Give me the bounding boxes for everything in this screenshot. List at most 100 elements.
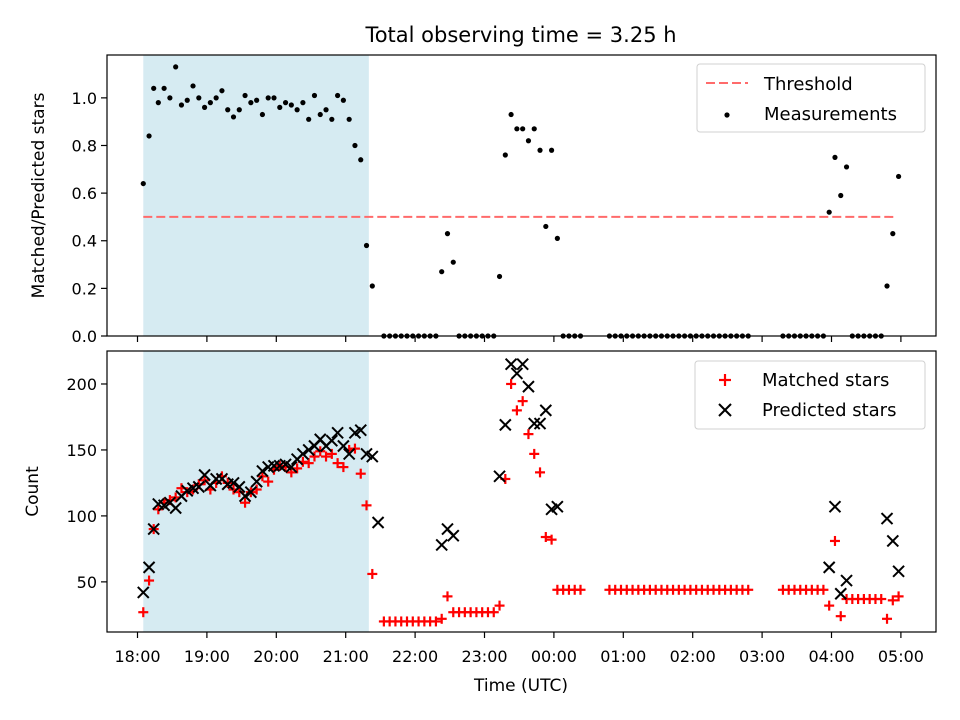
x-tick-label: 20:00 [253, 647, 299, 666]
x-axis-label: Time (UTC) [473, 676, 568, 696]
predicted-star-point [516, 357, 529, 371]
bottom-legend: Matched stars Predicted stars [694, 360, 926, 430]
predicted-star-point [510, 367, 524, 380]
measurement-point [317, 111, 323, 118]
predicted-star-point [244, 485, 258, 499]
measurement-point [173, 64, 179, 70]
predicted-star-point [892, 565, 905, 578]
bottom-axes-frame [106, 350, 937, 633]
matched-star-point [338, 462, 349, 473]
predicted-stars-points [137, 357, 905, 600]
bottom-y-axis: 50 100 150 200 [66, 375, 107, 592]
top-y-axis-label: Matched/Predicted stars [29, 92, 49, 298]
measurement-point [306, 116, 312, 122]
predicted-star-point [267, 459, 281, 472]
measurement-point [502, 152, 508, 158]
predicted-star-point [533, 417, 547, 430]
bottom-y-tick-label: 150 [66, 441, 97, 460]
measurement-point [554, 235, 560, 241]
measurement-point [895, 173, 902, 180]
predicted-star-point [539, 404, 553, 417]
legend-matched-label: Matched stars [762, 370, 889, 391]
measurement-point [531, 126, 537, 132]
x-tick-label: 19:00 [184, 647, 230, 666]
legend-measurements-swatch [724, 112, 730, 118]
legend-matched-swatch [719, 374, 731, 386]
matched-star-point [303, 458, 314, 469]
measurement-point [207, 100, 213, 106]
measurement-point [288, 102, 294, 108]
measurement-point [236, 107, 242, 113]
measurement-point [543, 223, 549, 230]
top-y-tick-label: 0.2 [72, 279, 97, 298]
measurement-point [323, 107, 329, 113]
predicted-star-point [331, 426, 344, 440]
bottom-panel: 50 100 150 200 18:00 19:00 20:00 21:00 22:00 23:… [23, 350, 937, 696]
measurement-point [265, 95, 271, 101]
predicted-star-point [886, 534, 900, 548]
predicted-star-point [366, 450, 379, 463]
matched-star-point [355, 468, 366, 479]
matched-star-point [240, 497, 251, 508]
x-tick-label: 01:00 [600, 647, 646, 666]
matched-star-point [575, 584, 586, 595]
matched-star-point [494, 600, 505, 611]
predicted-star-point [435, 538, 448, 552]
predicted-star-point [371, 516, 385, 529]
matched-star-point [893, 591, 904, 602]
legend-threshold-label: Threshold [763, 74, 853, 95]
measurement-point [190, 83, 196, 89]
matched-star-point [523, 429, 534, 440]
matched-star-point [144, 575, 155, 586]
matched-star-point [535, 467, 546, 478]
measurement-point [826, 209, 832, 215]
measurement-point [329, 116, 335, 122]
matched-star-point [546, 534, 557, 545]
matched-star-point [315, 446, 326, 457]
measurement-point [369, 283, 375, 289]
predicted-star-point [342, 447, 356, 461]
measurement-point [167, 95, 173, 101]
predicted-star-point [227, 476, 240, 490]
predicted-star-point [354, 423, 367, 437]
matched-star-point [367, 568, 378, 579]
x-tick-label: 05:00 [878, 647, 924, 666]
x-tick-label: 03:00 [739, 647, 785, 666]
measurement-point [178, 102, 185, 108]
measurement-point [890, 231, 896, 237]
predicted-star-point [137, 586, 150, 599]
x-tick-label: 21:00 [323, 647, 369, 666]
measurement-point [219, 88, 225, 94]
matched-star-point [263, 476, 274, 487]
measurement-point [884, 283, 890, 289]
measurement-point [358, 157, 364, 163]
x-tick-label: 02:00 [670, 647, 716, 666]
measurement-point [340, 97, 346, 103]
measurement-point [300, 100, 306, 106]
measurement-point [196, 95, 202, 101]
measurement-point [201, 104, 208, 110]
predicted-star-point [822, 561, 836, 574]
measurement-point [155, 100, 161, 106]
measurement-point [520, 126, 526, 132]
predicted-star-point [337, 439, 350, 453]
measurement-point [311, 92, 318, 99]
measurement-point [242, 92, 248, 99]
legend-predicted-label: Predicted stars [762, 400, 896, 421]
measurement-point [259, 111, 266, 118]
measurement-point [496, 273, 503, 280]
bottom-y-tick-label: 200 [66, 375, 97, 394]
x-tick-label: 22:00 [392, 647, 438, 666]
matched-star-point [349, 443, 360, 454]
measurement-point [346, 116, 352, 122]
chart-title: Total observing time = 3.25 h [364, 23, 676, 47]
matched-star-point [309, 451, 320, 462]
measurement-point [146, 133, 152, 139]
predicted-star-point [528, 417, 541, 430]
matched-star-point [430, 616, 441, 627]
measurement-point [843, 164, 850, 170]
matched-star-point [743, 584, 754, 595]
matched-star-point [824, 600, 835, 611]
predicted-star-point [250, 475, 263, 488]
measurement-point [832, 154, 838, 160]
